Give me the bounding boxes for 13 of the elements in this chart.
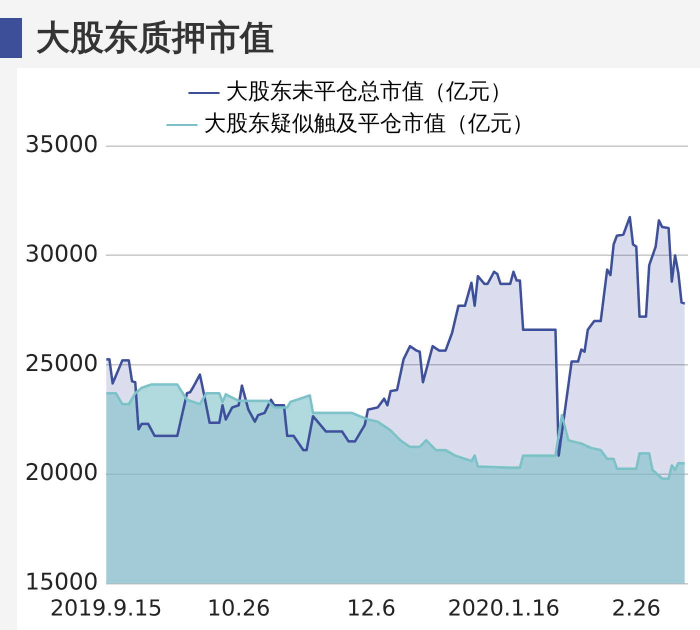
y-tick-label: 20000 bbox=[24, 460, 98, 486]
x-tick-label: 2019.9.15 bbox=[50, 596, 162, 622]
x-tick-label: 12.6 bbox=[346, 596, 396, 622]
y-tick-label: 30000 bbox=[24, 241, 98, 268]
x-tick-label: 10.26 bbox=[207, 596, 270, 622]
legend-label: 大股东疑似触及平仓市值（亿元） bbox=[204, 112, 534, 137]
y-tick-label: 15000 bbox=[24, 570, 98, 596]
legend-label: 大股东未平仓总市值（亿元） bbox=[226, 80, 512, 105]
y-tick-label: 35000 bbox=[24, 132, 98, 158]
x-tick-label: 2.26 bbox=[612, 596, 661, 622]
y-tick-label: 25000 bbox=[24, 350, 98, 377]
x-tick-label: 2020.1.16 bbox=[448, 596, 560, 622]
chart-title: 大股东质押市值 bbox=[36, 17, 274, 60]
